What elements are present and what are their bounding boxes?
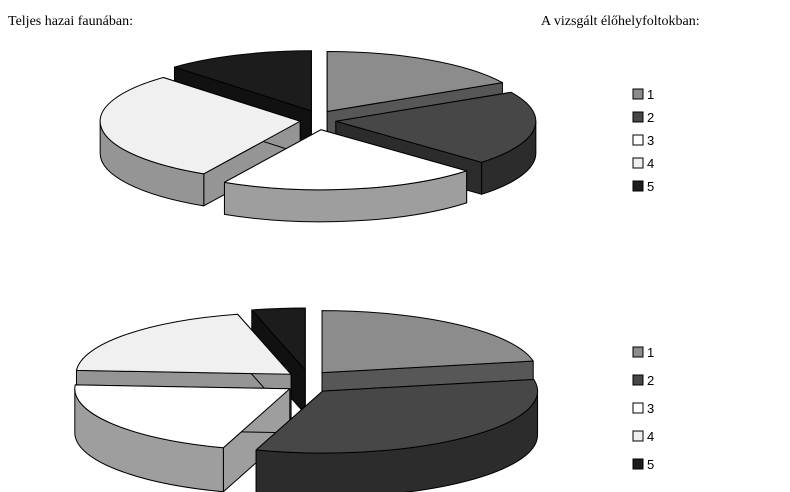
legend-label-3: 3 xyxy=(647,401,654,416)
legend-label-1: 1 xyxy=(647,345,654,360)
legend-label-4: 4 xyxy=(647,429,654,444)
legend-swatch-2 xyxy=(632,374,644,386)
legend-swatch-1 xyxy=(632,346,644,358)
legend-label-4: 4 xyxy=(647,156,654,171)
caption-left: Teljes hazai faunában: xyxy=(8,14,133,29)
legend-label-1: 1 xyxy=(647,87,654,102)
pie-slice-3 xyxy=(74,384,291,492)
legend-swatch-2 xyxy=(632,111,644,123)
legend-swatch-5 xyxy=(632,458,644,470)
legend-swatch-3 xyxy=(632,402,644,414)
legend-label-5: 5 xyxy=(647,457,654,472)
legend-top: 1 2 3 4 5 xyxy=(632,87,654,194)
pie-slice-2 xyxy=(255,378,539,492)
pie-chart-bottom xyxy=(74,307,539,492)
pie-slice-4 xyxy=(99,77,301,207)
legend-swatch-4 xyxy=(632,157,644,169)
pie-slice-3 xyxy=(223,129,468,223)
caption-right: A vizsgált élőhelyfoltokban: xyxy=(541,14,700,29)
legend-bottom: 1 2 3 4 5 xyxy=(632,345,654,472)
legend-label-3: 3 xyxy=(647,133,654,148)
legend-swatch-5 xyxy=(632,180,644,192)
legend-swatch-1 xyxy=(632,88,644,100)
pie-chart-top xyxy=(99,50,537,223)
legend-swatch-3 xyxy=(632,134,644,146)
legend-label-2: 2 xyxy=(647,373,654,388)
legend-label-5: 5 xyxy=(647,179,654,194)
legend-label-2: 2 xyxy=(647,110,654,125)
legend-swatch-4 xyxy=(632,430,644,442)
